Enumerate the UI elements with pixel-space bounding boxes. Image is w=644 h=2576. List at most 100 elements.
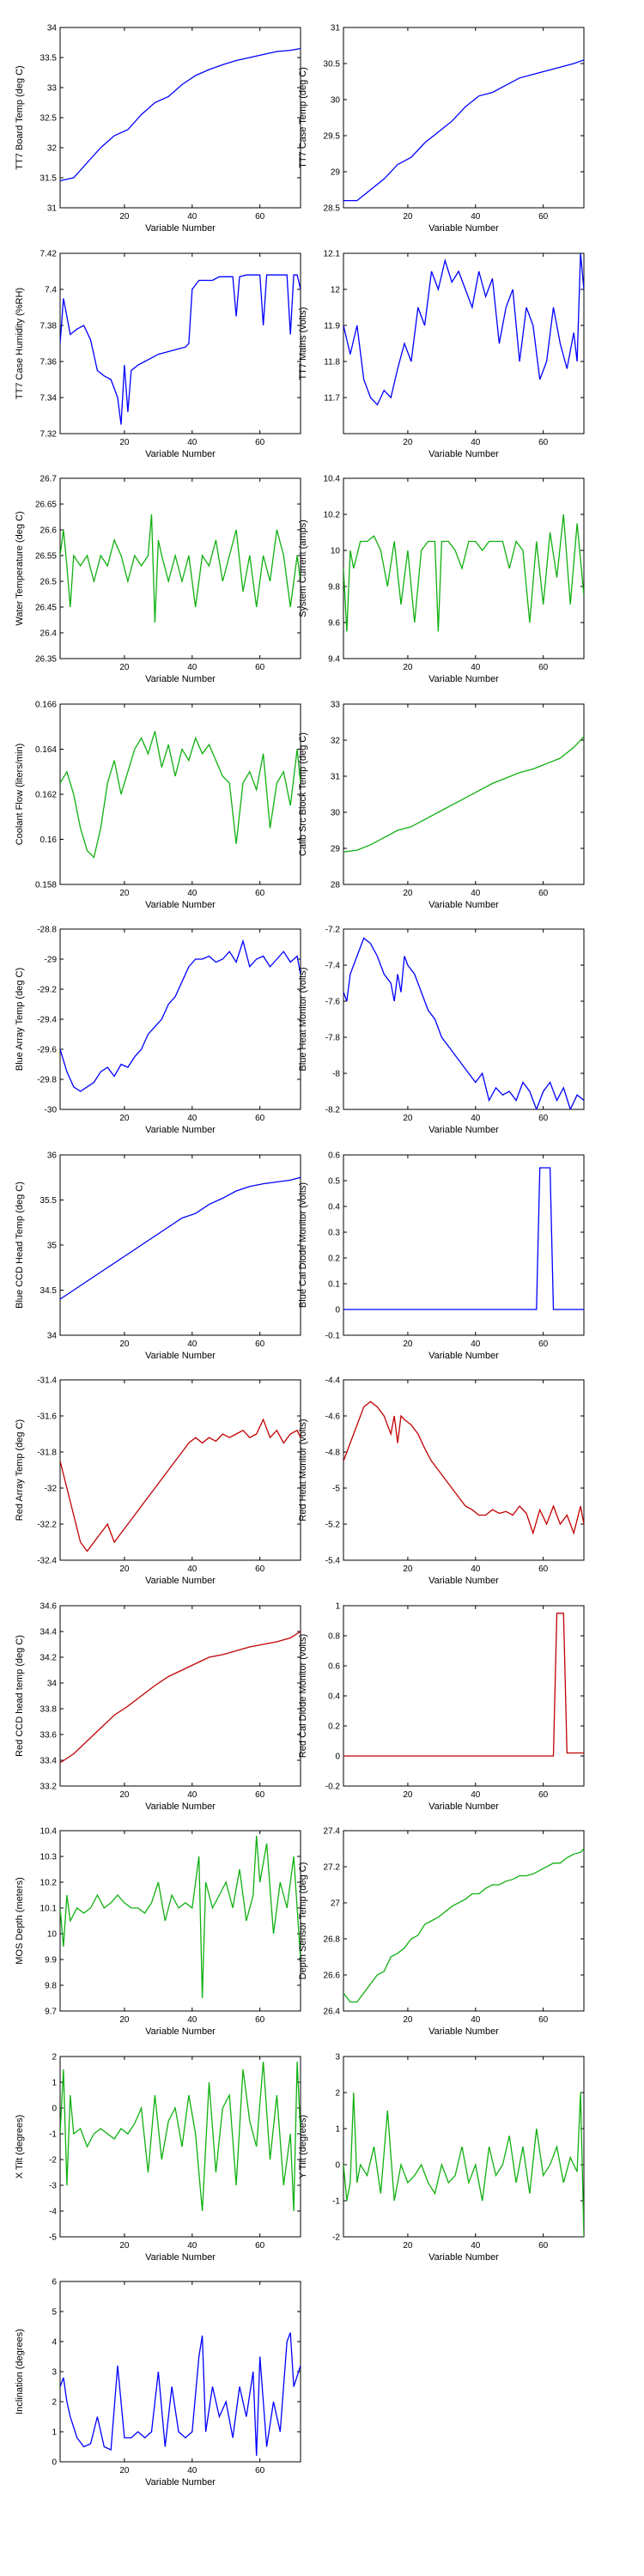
- x-tick-label: 20: [403, 212, 413, 222]
- y-tick-label: -7.4: [325, 962, 341, 971]
- x-tick-label: 20: [119, 438, 130, 447]
- y-tick-label: 9.8: [45, 1982, 57, 1991]
- chart-panel-4: 20 40 60 11.7 11.8 11.9 12 12.1 Variable Number T…: [292, 245, 592, 464]
- x-tick-label: 20: [403, 2015, 413, 2025]
- y-tick-label: 26.35: [35, 655, 57, 665]
- x-axis-label: Variable Number: [428, 2026, 499, 2037]
- chart-panel-12: 20 40 60 -0.1 0 0.1 0.2 0.3 0.4 0.5 0.6 Variable Nu…: [292, 1146, 592, 1365]
- x-tick-label: 60: [538, 1790, 549, 1800]
- y-tick-label: -8.2: [325, 1106, 341, 1115]
- x-axis-label: Variable Number: [428, 1351, 499, 1361]
- y-tick-label: 32.5: [40, 114, 58, 124]
- y-tick-label: -29.8: [37, 1076, 57, 1085]
- x-tick-label: 40: [471, 212, 481, 222]
- y-axis-label: Calib Src Block Temp (deg C): [298, 732, 308, 855]
- axes-box: [343, 27, 585, 209]
- x-axis-label: Variable Number: [428, 1576, 499, 1586]
- x-tick-label: 40: [471, 889, 481, 898]
- plot-area: 20 40 60 0.158 0.16 0.162 0.164 0.166 Variable N…: [15, 700, 301, 910]
- x-tick-label: 40: [471, 2241, 481, 2251]
- chart-panel-7: 20 40 60 0.158 0.16 0.162 0.164 0.166 Variable N…: [9, 696, 309, 914]
- x-tick-label: 20: [403, 1340, 413, 1349]
- y-tick-label: 0.5: [328, 1176, 340, 1186]
- y-tick-label: 26.4: [40, 629, 58, 639]
- y-tick-label: 0: [335, 1305, 340, 1315]
- y-tick-label: 0.16: [40, 835, 58, 845]
- y-tick-label: 33.6: [40, 1730, 58, 1740]
- y-tick-label: 31: [331, 772, 341, 781]
- axes-box: [343, 252, 585, 434]
- x-tick-label: 20: [403, 1564, 413, 1574]
- y-tick-label: -29.2: [37, 986, 57, 995]
- y-tick-label: 7.38: [40, 321, 58, 331]
- axes-box: [59, 252, 301, 434]
- chart-svg: 20 40 60 9.4 9.6 9.8 10 10.2 10.4 Variable Number…: [298, 475, 585, 684]
- series-line-1: [60, 2332, 301, 2457]
- y-tick-label: 7.36: [40, 357, 58, 367]
- axes-box: [59, 703, 301, 884]
- y-axis-label: Blue Cal Diode Monitor (volts): [298, 1182, 308, 1307]
- x-tick-label: 20: [119, 1340, 130, 1349]
- x-axis-label: Variable Number: [428, 449, 499, 459]
- plot-area: 20 40 60 9.7 9.8 9.9 10 10.1 10.2 10.3 10.4 Variabl…: [15, 1827, 301, 2037]
- y-tick-label: -7.8: [325, 1034, 341, 1043]
- y-tick-label: 0.6: [328, 1662, 340, 1671]
- y-tick-label: 10.3: [40, 1853, 58, 1862]
- x-axis-label: Variable Number: [428, 674, 499, 684]
- x-tick-label: 60: [255, 2241, 265, 2251]
- y-tick-label: 0.3: [328, 1228, 340, 1237]
- y-tick-label: -31.4: [37, 1376, 57, 1386]
- y-tick-label: 0.164: [35, 745, 57, 755]
- y-tick-label: -5.4: [325, 1557, 341, 1566]
- chart-svg: 20 40 60 -8.2 -8 -7.8 -7.6 -7.4 -7.2 Variable Num…: [298, 926, 585, 1135]
- axes-box: [343, 1379, 585, 1561]
- y-axis-label: Blue Heat Monitor (volts): [298, 967, 308, 1071]
- x-tick-label: 20: [119, 2015, 130, 2025]
- y-tick-label: 26.55: [35, 552, 57, 562]
- y-tick-label: -4.4: [325, 1376, 341, 1386]
- y-tick-label: 26.7: [40, 475, 58, 484]
- y-tick-label: 33: [331, 700, 341, 709]
- chart-svg: 20 40 60 -5 -4 -3 -2 -1 0 1 2 Variable Number X Tilt…: [15, 2052, 301, 2263]
- chart-panel-3: 20 40 60 7.32 7.34 7.36 7.38 7.4 7.42 Variable Nu…: [9, 245, 309, 464]
- chart-panel-15: 20 40 60 33.2 33.4 33.6 33.8 34 34.2 34.4 34.6 Vari…: [9, 1597, 309, 1816]
- x-tick-label: 20: [119, 1790, 130, 1800]
- chart-panel-14: 20 40 60 -5.4 -5.2 -5 -4.8 -4.6 -4.4 Variable Num…: [292, 1371, 592, 1590]
- y-tick-label: 33.5: [40, 54, 58, 64]
- plot-area: 20 40 60 11.7 11.8 11.9 12 12.1 Variable Number T…: [298, 249, 585, 459]
- y-tick-label: -0.2: [325, 1782, 341, 1791]
- y-tick-label: 0: [52, 2104, 57, 2113]
- x-axis-label: Variable Number: [428, 1801, 499, 1812]
- y-axis-label: Y Tilt (degrees): [298, 2114, 308, 2178]
- y-tick-label: 11.8: [324, 357, 340, 367]
- y-tick-label: 30.5: [324, 60, 341, 70]
- y-tick-label: -29.4: [37, 1016, 57, 1025]
- plot-area: 20 40 60 -5.4 -5.2 -5 -4.8 -4.6 -4.4 Variable Num…: [298, 1376, 585, 1586]
- x-tick-label: 40: [187, 2466, 197, 2476]
- y-tick-label: 3: [335, 2052, 340, 2062]
- y-axis-label: X Tilt (degrees): [15, 2114, 25, 2178]
- series-line-1: [60, 2061, 301, 2211]
- x-axis-label: Variable Number: [145, 1576, 216, 1586]
- plot-area: 20 40 60 -32.4 -32.2 -32 -31.8 -31.6 -31.4 Variab…: [15, 1376, 301, 1586]
- chart-panel-21: 20 40 60 0 1 2 3 4 5 6 Variable Number Inclination …: [9, 2273, 309, 2492]
- plot-area: 20 40 60 -0.1 0 0.1 0.2 0.3 0.4 0.5 0.6 Variable Nu…: [298, 1151, 585, 1361]
- x-tick-label: 40: [187, 1790, 197, 1800]
- axes-box: [59, 2056, 301, 2237]
- y-tick-label: -32.2: [37, 1521, 57, 1530]
- y-tick-label: 0.6: [328, 1151, 340, 1160]
- y-tick-label: 3: [52, 2368, 57, 2378]
- chart-svg: 20 40 60 34 34.5 35 35.5 36 Variable Number Blue …: [15, 1151, 301, 1361]
- x-axis-label: Variable Number: [145, 1801, 216, 1812]
- chart-panel-17: 20 40 60 9.7 9.8 9.9 10 10.1 10.2 10.3 10.4 Variabl…: [9, 1822, 309, 2041]
- y-tick-label: 27.2: [324, 1863, 341, 1873]
- series-line-1: [343, 1166, 584, 1310]
- chart-svg: 20 40 60 26.35 26.4 26.45 26.5 26.55 26.6 26.65 26…: [15, 475, 301, 684]
- chart-svg: 20 40 60 28 29 30 31 32 33 Variable Number Calib S…: [298, 700, 585, 910]
- plot-area: 20 40 60 26.35 26.4 26.45 26.5 26.55 26.6 26.65 26…: [15, 475, 301, 684]
- series-line-1: [343, 513, 584, 632]
- x-axis-label: Variable Number: [428, 2252, 499, 2263]
- series-line-1: [60, 1835, 301, 1999]
- x-tick-label: 40: [187, 663, 197, 672]
